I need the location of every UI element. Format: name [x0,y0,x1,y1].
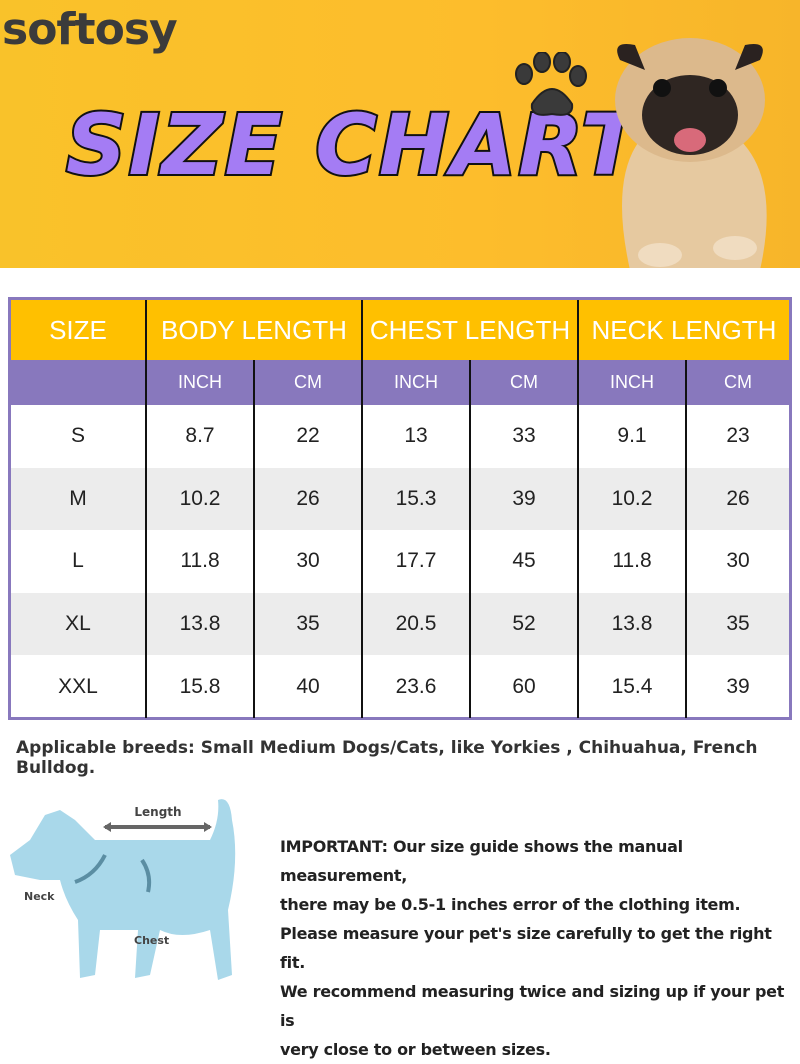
value-cell: 52 [469,592,577,656]
value-cell: 9.1 [577,405,685,468]
neck-label: Neck [24,890,55,903]
table-row: S 8.7 22 13 33 9.1 23 [11,405,789,468]
brand-logo: softosy [2,4,178,55]
table-row: XXL 15.8 40 23.6 60 15.4 39 [11,655,789,718]
subheader-row: INCH CM INCH CM INCH CM [11,360,789,405]
value-cell: 23.6 [361,655,469,718]
note-line: very close to or between sizes. [280,1040,551,1059]
value-cell: 10.2 [145,467,253,531]
size-cell: XXL [58,674,98,698]
size-table: SIZE BODY LENGTH CHEST LENGTH NECK LENGT… [8,297,792,720]
value-cell: 39 [685,655,789,718]
size-cell: M [69,486,87,510]
size-cell: L [72,549,84,573]
header-body-length: BODY LENGTH [145,300,361,360]
important-note: IMPORTANT: Our size guide shows the manu… [280,832,795,1064]
value-cell: 13 [361,405,469,468]
value-cell: 20.5 [361,592,469,656]
value-cell: 30 [685,530,789,593]
note-line: We recommend measuring twice and sizing … [280,982,785,1030]
subheader-cell: INCH [145,360,253,405]
value-cell: 45 [469,530,577,593]
subheader-cell: INCH [361,360,469,405]
header-size: SIZE [49,314,107,345]
value-cell: 8.7 [145,405,253,468]
value-cell: 23 [685,405,789,468]
table-row: XL 13.8 35 20.5 52 13.8 35 [11,592,789,656]
table-row: L 11.8 30 17.7 45 11.8 30 [11,530,789,593]
value-cell: 33 [469,405,577,468]
value-cell: 60 [469,655,577,718]
dog-measurement-diagram: Length Neck Chest [10,799,236,980]
value-cell: 17.7 [361,530,469,593]
note-line: there may be 0.5-1 inches error of the c… [280,895,741,914]
value-cell: 15.8 [145,655,253,718]
size-cell: XL [65,612,91,636]
subheader-cell: INCH [577,360,685,405]
value-cell: 15.4 [577,655,685,718]
value-cell: 26 [685,467,789,531]
header-neck-length: NECK LENGTH [577,300,789,360]
value-cell: 22 [253,405,361,468]
subheader-cell [11,360,145,405]
subheader-cell: CM [253,360,361,405]
value-cell: 13.8 [145,592,253,656]
header-row: SIZE BODY LENGTH CHEST LENGTH NECK LENGT… [11,300,789,360]
paw-icon [515,52,587,116]
note-line: IMPORTANT: Our size guide shows the manu… [280,837,683,885]
applicable-breeds: Applicable breeds: Small Medium Dogs/Cat… [16,738,758,778]
chest-label: Chest [134,934,169,947]
banner: softosy SIZE CHART [0,0,800,268]
note-line: Please measure your pet's size carefully… [280,924,772,972]
subheader-cell: CM [685,360,789,405]
size-cell: S [70,424,85,448]
subheader-cell: CM [469,360,577,405]
value-cell: 15.3 [361,467,469,531]
value-cell: 39 [469,467,577,531]
pug-photo [615,38,767,268]
table-row: M 10.2 26 15.3 39 10.2 26 [11,467,789,531]
header-chest-length: CHEST LENGTH [361,300,577,360]
value-cell: 35 [253,592,361,656]
value-cell: 13.8 [577,592,685,656]
value-cell: 11.8 [577,530,685,593]
value-cell: 11.8 [145,530,253,593]
length-label: Length [134,805,181,819]
value-cell: 26 [253,467,361,531]
value-cell: 35 [685,592,789,656]
value-cell: 30 [253,530,361,593]
value-cell: 40 [253,655,361,718]
value-cell: 10.2 [577,467,685,531]
